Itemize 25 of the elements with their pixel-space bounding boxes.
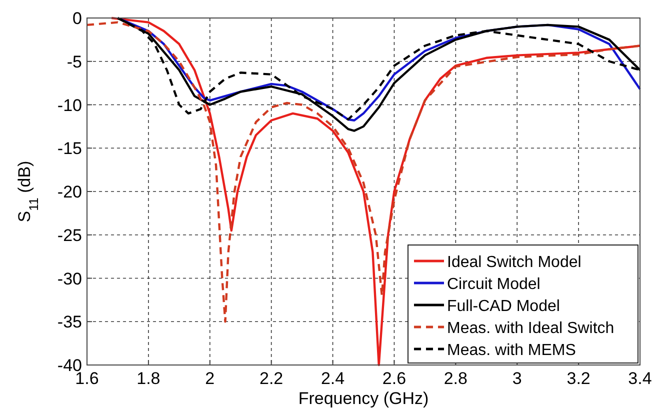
x-tick-label: 2.4	[320, 369, 345, 388]
x-tick-label: 3.2	[566, 369, 590, 388]
x-tick-label: 1.8	[136, 369, 160, 388]
y-tick-label: -25	[57, 226, 82, 245]
y-tick-label: -5	[66, 52, 82, 72]
legend-label: Meas. with Ideal Switch	[447, 320, 614, 337]
y-tick-label: 0	[72, 9, 82, 28]
y-tick-label: -20	[57, 182, 82, 202]
line-series	[110, 16, 642, 366]
x-tick-label: 3.4	[628, 369, 652, 388]
x-tick-label: 2.6	[382, 369, 406, 388]
x-tick-label: 2.8	[444, 369, 468, 388]
y-tick-label: -15	[57, 139, 82, 158]
y-tick-label: -10	[57, 96, 82, 115]
legend-label: Ideal Switch Model	[447, 254, 582, 271]
x-tick-label: 2.2	[260, 369, 284, 388]
y-tick-label: -35	[57, 312, 82, 332]
legend-label: Circuit Model	[447, 276, 540, 293]
x-tick-label: 2	[205, 369, 215, 388]
legend-label: Full-CAD Model	[447, 298, 560, 315]
x-tick-label: 3	[512, 369, 522, 388]
legend-label: Meas. with MEMS	[447, 342, 576, 359]
x-axis-title: Frequency (GHz)	[298, 389, 429, 408]
y-tick-label: -30	[57, 269, 82, 288]
line-series	[86, 21, 642, 323]
